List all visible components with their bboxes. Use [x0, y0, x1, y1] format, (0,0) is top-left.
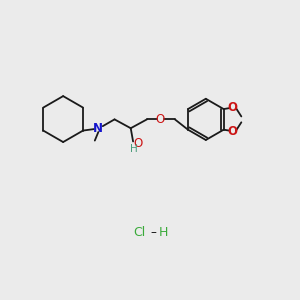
Text: H: H [130, 144, 137, 154]
Text: H: H [159, 226, 168, 239]
Text: –: – [150, 226, 156, 239]
Text: O: O [227, 125, 238, 138]
Text: N: N [93, 122, 103, 135]
Text: Cl: Cl [134, 226, 146, 239]
Text: O: O [155, 113, 165, 126]
Text: O: O [133, 137, 142, 150]
Text: O: O [227, 101, 238, 114]
